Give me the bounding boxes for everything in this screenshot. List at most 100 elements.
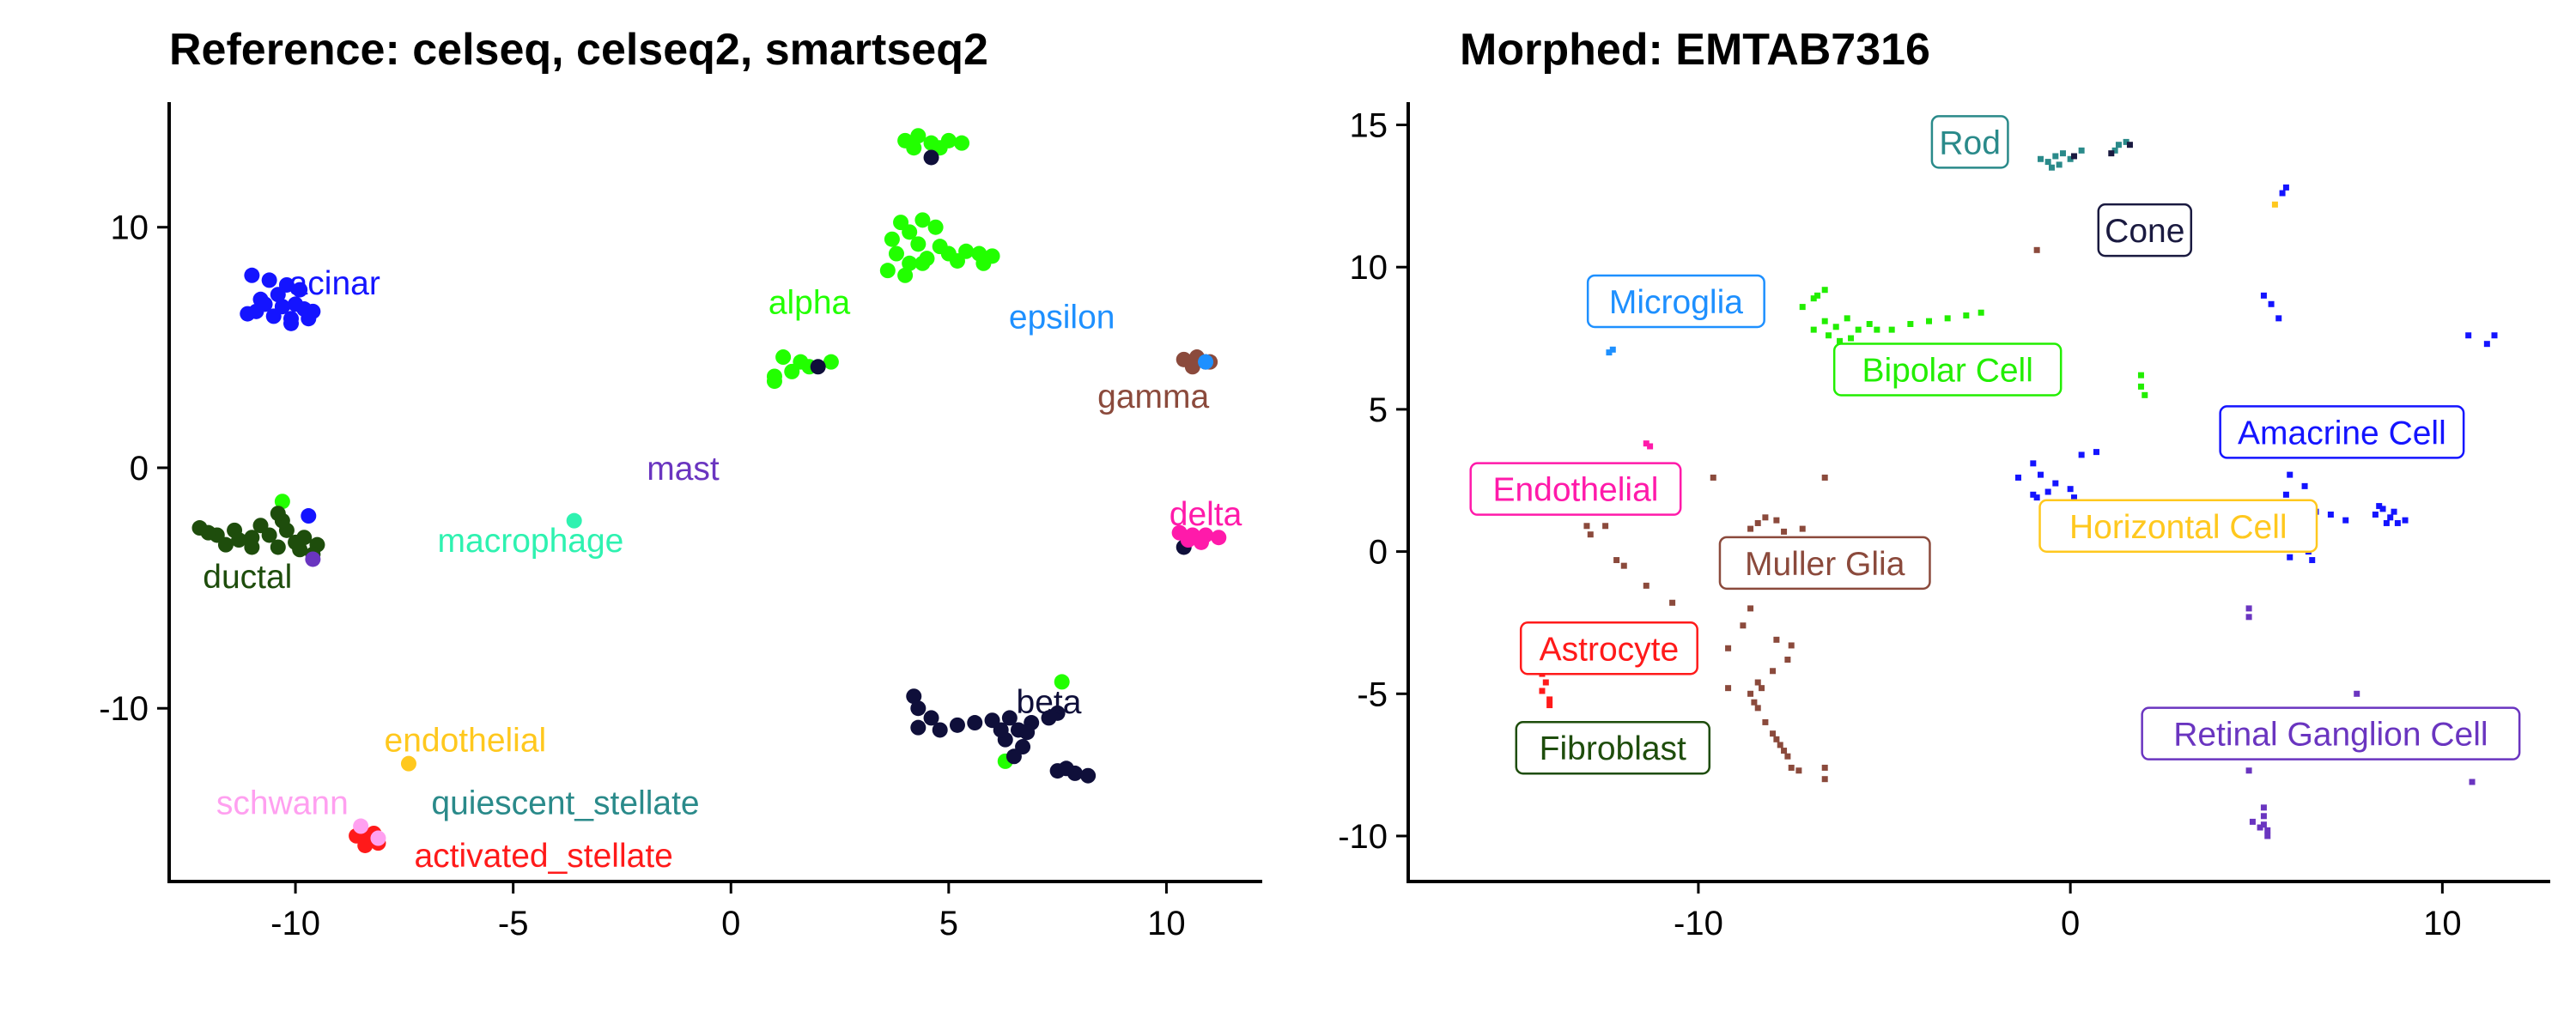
data-point: [2379, 506, 2386, 512]
x-tick-label: 10: [2423, 905, 2462, 942]
data-point: [370, 830, 386, 846]
data-point: [2067, 155, 2074, 162]
data-point: [2067, 486, 2074, 493]
data-point: [975, 255, 992, 271]
data-point: [897, 267, 914, 283]
data-point: [1855, 326, 1862, 333]
x-tick-label: 0: [721, 905, 740, 942]
data-point: [1751, 699, 1758, 706]
data-point: [2037, 155, 2044, 162]
data-point: [288, 534, 304, 550]
data-point: [1747, 690, 1754, 697]
data-point: [1754, 679, 1761, 686]
cluster-label: Bipolar Cell: [1832, 342, 2063, 397]
data-point: [240, 306, 256, 322]
data-point: [301, 508, 317, 524]
data-point: [1821, 474, 1828, 481]
data-point: [2264, 833, 2271, 839]
cluster-label-text: Muller Glia: [1745, 546, 1905, 583]
chart-title-reference: Reference: celseq, celseq2, smartseq2: [169, 25, 988, 75]
data-point: [2260, 804, 2267, 811]
data-point: [1643, 582, 1649, 589]
data-point: [2037, 471, 2044, 478]
data-point: [1546, 702, 1553, 709]
data-point: [902, 224, 918, 240]
data-point: [1821, 287, 1828, 294]
data-point: [1781, 528, 1788, 535]
data-point: [2483, 341, 2490, 348]
data-point: [1810, 326, 1817, 333]
data-point: [1193, 534, 1209, 550]
panel-morphed: Morphed: EMTAB7316 Rod Cone Microglia Bipol…: [1338, 25, 2550, 942]
cluster-label: activated_stellate: [414, 838, 672, 875]
data-point: [1926, 318, 1933, 324]
data-point: [1613, 557, 1620, 564]
cluster-label: schwann: [216, 785, 349, 822]
label-box: [2097, 203, 2193, 258]
cluster-label-text: Amacrine Cell: [2238, 415, 2446, 451]
data-point: [2030, 491, 2037, 498]
data-point: [923, 710, 939, 726]
data-point: [1866, 320, 1873, 327]
data-point: [810, 359, 826, 375]
label-box: [1519, 621, 1698, 676]
data-point: [949, 717, 965, 733]
data-point: [1844, 315, 1850, 322]
data-point: [1888, 326, 1895, 333]
data-point: [1001, 710, 1018, 726]
data-point: [1821, 318, 1828, 324]
data-point: [2402, 517, 2409, 524]
data-point: [1609, 346, 1616, 353]
x-tick-label: -10: [270, 905, 320, 942]
y-tick-label: 5: [1369, 391, 1388, 429]
reference-points: [191, 128, 1227, 853]
data-point: [1773, 736, 1780, 742]
cluster-label-text: Endothelial: [1492, 472, 1658, 509]
data-point: [1837, 337, 1844, 344]
cluster-label: Rod: [1930, 115, 2009, 169]
data-point: [2282, 184, 2289, 191]
data-point: [566, 512, 582, 529]
y-tick-label: -10: [99, 690, 149, 728]
y-tick-label: -5: [1357, 676, 1388, 713]
data-point: [2245, 767, 2252, 774]
data-point: [1080, 767, 1097, 784]
data-point: [2137, 372, 2144, 379]
cluster-label-text: Rod: [1939, 124, 2001, 161]
label-box: [1718, 536, 1931, 591]
data-point: [2070, 153, 2077, 160]
data-point: [1005, 748, 1022, 765]
data-point: [1542, 679, 1549, 686]
y-tick-label: 15: [1350, 107, 1388, 145]
data-point: [252, 518, 269, 534]
data-point: [2078, 147, 2085, 154]
data-point: [2260, 821, 2267, 828]
data-point: [2014, 474, 2021, 481]
data-point: [1963, 312, 1970, 319]
data-point: [927, 219, 944, 235]
data-point: [906, 140, 922, 156]
data-point: [2465, 332, 2472, 339]
cluster-label: Endothelial: [1469, 462, 1682, 516]
data-point: [2260, 292, 2267, 299]
data-point: [261, 272, 277, 288]
data-point: [884, 231, 900, 247]
data-point: [1747, 605, 1754, 612]
data-point: [910, 236, 927, 252]
data-point: [1814, 292, 1821, 299]
data-point: [1810, 295, 1817, 302]
cluster-label: quiescent_stellate: [431, 785, 699, 822]
data-point: [967, 715, 983, 731]
data-point: [2376, 503, 2383, 510]
data-point: [2268, 300, 2275, 307]
data-point: [217, 536, 234, 553]
data-point: [1583, 523, 1590, 530]
data-point: [906, 688, 922, 705]
data-point: [292, 282, 308, 298]
data-point: [270, 539, 286, 555]
label-box: [2219, 405, 2465, 459]
data-point: [1784, 753, 1791, 760]
cluster-label: beta: [1017, 684, 1082, 721]
data-point: [1019, 724, 1036, 741]
